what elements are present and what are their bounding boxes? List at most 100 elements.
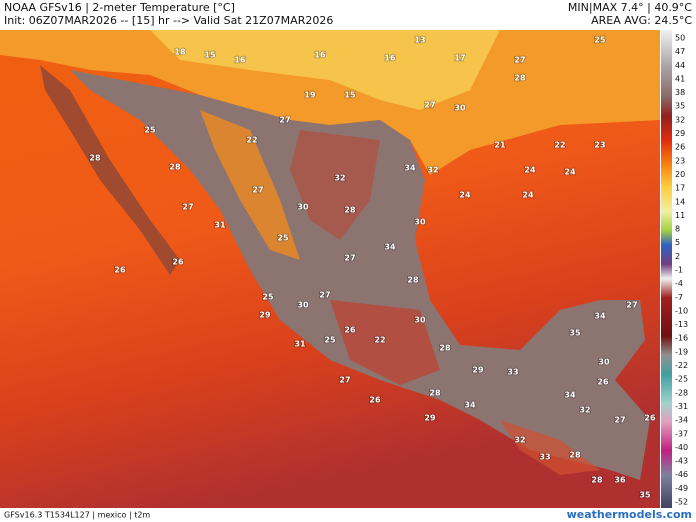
colorbar-label: -19 <box>675 347 688 356</box>
colorbar-label: -52 <box>675 498 688 507</box>
temp-label: 26 <box>644 414 656 423</box>
temp-label: 22 <box>554 141 565 150</box>
temp-label: 19 <box>304 91 316 100</box>
temp-label: 30 <box>297 301 309 310</box>
guatemala <box>500 420 600 475</box>
temp-label: 27 <box>319 291 330 300</box>
temp-label: 26 <box>597 378 609 387</box>
temp-label: 28 <box>89 154 101 163</box>
temp-label: 27 <box>424 101 435 110</box>
colorbar-label: -4 <box>675 279 683 288</box>
temp-label: 32 <box>427 166 438 175</box>
colorbar-label: 50 <box>675 34 685 43</box>
temp-label: 27 <box>344 254 355 263</box>
colorbar-label: 38 <box>675 88 685 97</box>
temp-label: 26 <box>114 266 126 275</box>
title: NOAA GFSv16 | 2-meter Temperature [°C] <box>4 1 235 14</box>
temp-label: 25 <box>594 36 606 45</box>
init-line: Init: 06Z07MAR2026 -- [15] hr --> Valid … <box>4 14 333 27</box>
temp-label: 34 <box>464 401 476 410</box>
min-max: MIN|MAX 7.4° | 40.9°C <box>568 1 692 14</box>
temp-label: 22 <box>374 336 385 345</box>
temp-label: 30 <box>454 104 466 113</box>
temp-label: 15 <box>204 51 216 60</box>
temp-label: 24 <box>524 166 536 175</box>
temp-label: 27 <box>182 203 193 212</box>
temp-label: 18 <box>174 48 186 57</box>
colorbar-label: 11 <box>675 211 685 220</box>
colorbar-label: 20 <box>675 170 685 179</box>
temp-label: 36 <box>614 476 626 485</box>
temp-label: 31 <box>214 221 226 230</box>
colorbar-label: -46 <box>675 470 688 479</box>
temp-label: 27 <box>252 186 263 195</box>
colorbar-label: 23 <box>675 156 685 165</box>
temp-label: 29 <box>424 414 436 423</box>
colorbar-label: 14 <box>675 197 685 206</box>
colorbar-label: -25 <box>675 375 688 384</box>
temp-label: 27 <box>614 416 625 425</box>
temp-label: 28 <box>429 389 441 398</box>
colorbar-label: 17 <box>675 184 685 193</box>
colorbar-label: 32 <box>675 115 685 124</box>
temp-label: 24 <box>522 191 534 200</box>
us-land <box>0 30 660 175</box>
temp-label: 25 <box>144 126 156 135</box>
colorbar-label: 47 <box>675 47 685 56</box>
temp-label: 28 <box>514 74 526 83</box>
temp-label: 33 <box>539 453 550 462</box>
colorbar-label: -13 <box>675 320 688 329</box>
model-info: GFSv16.3 T1534L127 | mexico | t2m <box>4 511 150 520</box>
temp-label: 29 <box>472 366 484 375</box>
temp-label: 30 <box>598 358 610 367</box>
colorbar-label: -1 <box>675 266 683 275</box>
temp-label: 35 <box>569 329 581 338</box>
colorbar-label: -34 <box>675 416 688 425</box>
temp-label: 23 <box>594 141 605 150</box>
colorbar-label: -7 <box>675 293 683 302</box>
colorbar-label: -43 <box>675 457 688 466</box>
temp-label: 16 <box>314 51 326 60</box>
colorbar-label: 35 <box>675 102 685 111</box>
temp-label: 34 <box>384 243 396 252</box>
temp-label: 33 <box>507 368 518 377</box>
temp-label: 24 <box>564 168 576 177</box>
colorbar-label: 41 <box>675 74 685 83</box>
temp-label: 15 <box>344 91 356 100</box>
temp-label: 27 <box>626 301 637 310</box>
colorbar-label: -16 <box>675 334 688 343</box>
site: weathermodels.com <box>567 508 692 521</box>
map <box>0 30 660 508</box>
colorbar-label: 8 <box>675 225 680 234</box>
temp-label: 26 <box>172 258 184 267</box>
temp-label: 16 <box>384 54 396 63</box>
colorbar-label: 26 <box>675 143 685 152</box>
temp-label: 30 <box>297 203 309 212</box>
temp-label: 26 <box>344 326 356 335</box>
colorbar-label: 29 <box>675 129 685 138</box>
temp-label: 27 <box>514 56 525 65</box>
temp-label: 30 <box>414 218 426 227</box>
temp-label: 30 <box>414 316 426 325</box>
temp-label: 21 <box>494 141 506 150</box>
temp-label: 28 <box>591 476 603 485</box>
plateau <box>290 130 380 240</box>
temp-label: 32 <box>334 174 345 183</box>
colorbar-label: 44 <box>675 61 685 70</box>
temp-label: 29 <box>259 311 271 320</box>
temp-label: 32 <box>579 406 590 415</box>
temp-label: 28 <box>169 163 181 172</box>
temp-label: 28 <box>439 344 451 353</box>
colorbar-label: -37 <box>675 429 688 438</box>
area-avg: AREA AVG: 24.5°C <box>591 14 692 27</box>
temp-label: 28 <box>344 206 356 215</box>
baja <box>40 65 180 275</box>
temp-label: 25 <box>324 336 336 345</box>
temp-label: 28 <box>407 276 419 285</box>
mexico-land <box>70 70 650 480</box>
temp-label: 24 <box>459 191 471 200</box>
colorbar-label: -22 <box>675 361 688 370</box>
colorbar <box>661 30 672 508</box>
colorbar-label: -28 <box>675 388 688 397</box>
